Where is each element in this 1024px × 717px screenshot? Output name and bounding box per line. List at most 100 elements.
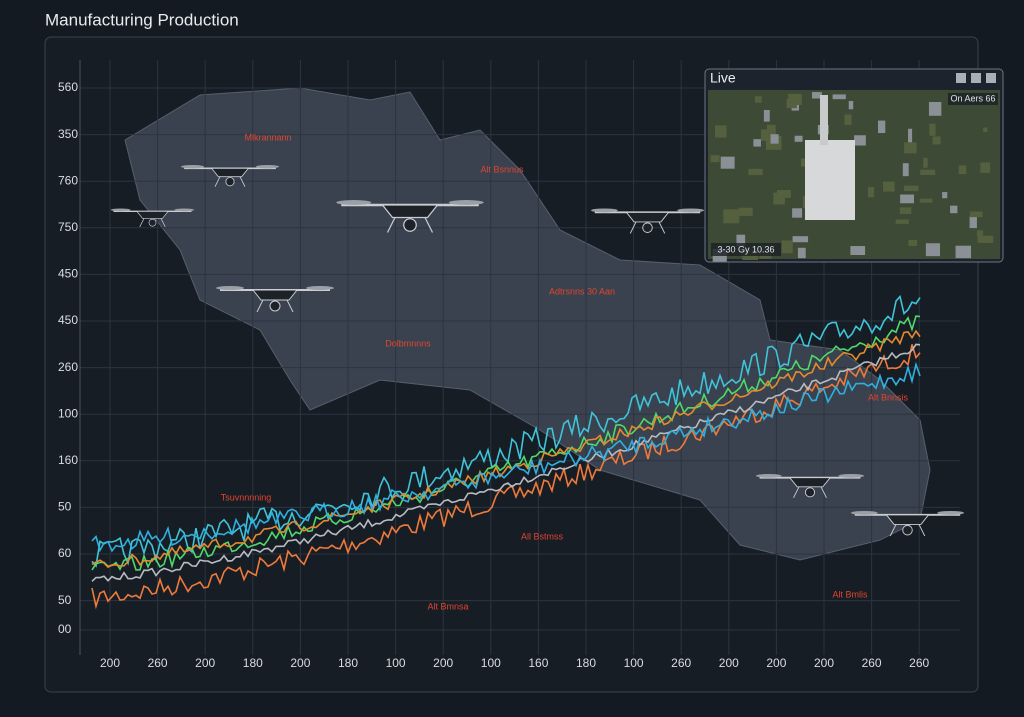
building xyxy=(854,135,866,146)
building xyxy=(877,120,886,134)
map-label: Mlkrannann xyxy=(244,132,291,142)
building xyxy=(850,246,866,256)
y-axis-label: 750 xyxy=(58,220,78,234)
building xyxy=(980,162,991,173)
building xyxy=(753,139,761,147)
line xyxy=(91,344,921,610)
y-axis-label: 00 xyxy=(58,622,72,636)
x-axis-label: 100 xyxy=(386,656,406,670)
map-labels: Mlkrannann Alt Bsnnus Adtrsnns 30 Aan Do… xyxy=(221,132,909,611)
building xyxy=(904,142,917,154)
map-label: Alt Bmnsa xyxy=(427,601,468,611)
building xyxy=(923,157,928,168)
building xyxy=(955,245,972,259)
map-label: Dolbmnnns xyxy=(385,338,431,348)
y-axis-label: 100 xyxy=(58,406,78,420)
building xyxy=(792,236,809,243)
y-axis-label: 160 xyxy=(58,453,78,467)
building xyxy=(919,198,933,203)
live-caption: 3-30 Gy 10.36 xyxy=(717,244,774,254)
x-axis-label: 180 xyxy=(576,656,596,670)
building xyxy=(977,235,994,244)
building xyxy=(928,102,942,116)
building xyxy=(800,158,807,167)
building xyxy=(929,123,936,136)
x-axis-label: 200 xyxy=(814,656,834,670)
building xyxy=(902,163,909,177)
map-label: Alt Bnnsis xyxy=(868,392,909,402)
building xyxy=(958,165,967,175)
y-axis-label: 350 xyxy=(58,127,78,141)
building xyxy=(748,168,763,176)
y-axis-label: 60 xyxy=(58,546,72,560)
plant xyxy=(805,140,855,220)
building xyxy=(720,156,735,169)
x-axis-label: 200 xyxy=(290,656,310,670)
y-axis-label: 50 xyxy=(58,593,72,607)
line xyxy=(91,329,921,569)
x-axis-label: 180 xyxy=(243,656,263,670)
x-axis-label: 100 xyxy=(624,656,644,670)
building xyxy=(797,247,806,259)
building xyxy=(899,207,912,215)
line xyxy=(91,361,921,553)
x-axis-label: 100 xyxy=(481,656,501,670)
building xyxy=(908,240,918,246)
live-badge: On Aers 66 xyxy=(950,93,995,103)
building xyxy=(848,100,854,110)
building xyxy=(950,205,958,214)
building xyxy=(844,114,852,125)
line xyxy=(91,343,921,582)
building xyxy=(908,128,913,143)
building xyxy=(925,243,941,257)
building xyxy=(932,136,941,145)
building xyxy=(770,134,779,144)
building xyxy=(786,98,797,109)
x-axis-label: 260 xyxy=(148,656,168,670)
building xyxy=(723,209,740,224)
building xyxy=(773,192,785,205)
x-axis-label: 200 xyxy=(719,656,739,670)
y-axis-label: 50 xyxy=(58,500,72,514)
building xyxy=(714,125,727,138)
building xyxy=(832,94,846,100)
building xyxy=(776,190,791,198)
building xyxy=(983,127,988,133)
y-axis-label: 560 xyxy=(58,80,78,94)
building xyxy=(760,129,776,141)
building xyxy=(900,194,915,204)
building xyxy=(976,230,984,237)
y-axis-label: 450 xyxy=(58,267,78,281)
live-panel: Live On Aers 66 3-30 Gy 10.36 xyxy=(704,68,1004,263)
building xyxy=(811,92,822,99)
building xyxy=(792,208,803,218)
building xyxy=(920,169,936,176)
building xyxy=(754,96,762,103)
x-axis-label: 200 xyxy=(433,656,453,670)
building xyxy=(710,155,720,163)
x-axis-label: 200 xyxy=(766,656,786,670)
y-axis-label: 450 xyxy=(58,313,78,327)
map-label: Alt Bmlis xyxy=(832,589,868,599)
map-label: All Bstmss xyxy=(521,531,564,541)
building xyxy=(794,135,803,142)
line xyxy=(91,294,921,568)
x-axis-label: 200 xyxy=(195,656,215,670)
grid xyxy=(79,60,960,655)
building xyxy=(969,211,983,218)
map-label: Alt Bsnnus xyxy=(480,164,524,174)
building xyxy=(781,240,793,254)
y-axis-label: 760 xyxy=(58,173,78,187)
x-axis-label: 260 xyxy=(671,656,691,670)
map-label: Tsuvnnnning xyxy=(221,492,272,502)
title: Manufacturing Production xyxy=(45,10,239,29)
building xyxy=(868,187,875,198)
building xyxy=(942,192,948,199)
y-axis-label: 260 xyxy=(58,360,78,374)
building xyxy=(763,110,770,122)
tower xyxy=(820,95,828,145)
map-label: Adtrsnns 30 Aan xyxy=(549,286,615,296)
building xyxy=(969,216,977,229)
